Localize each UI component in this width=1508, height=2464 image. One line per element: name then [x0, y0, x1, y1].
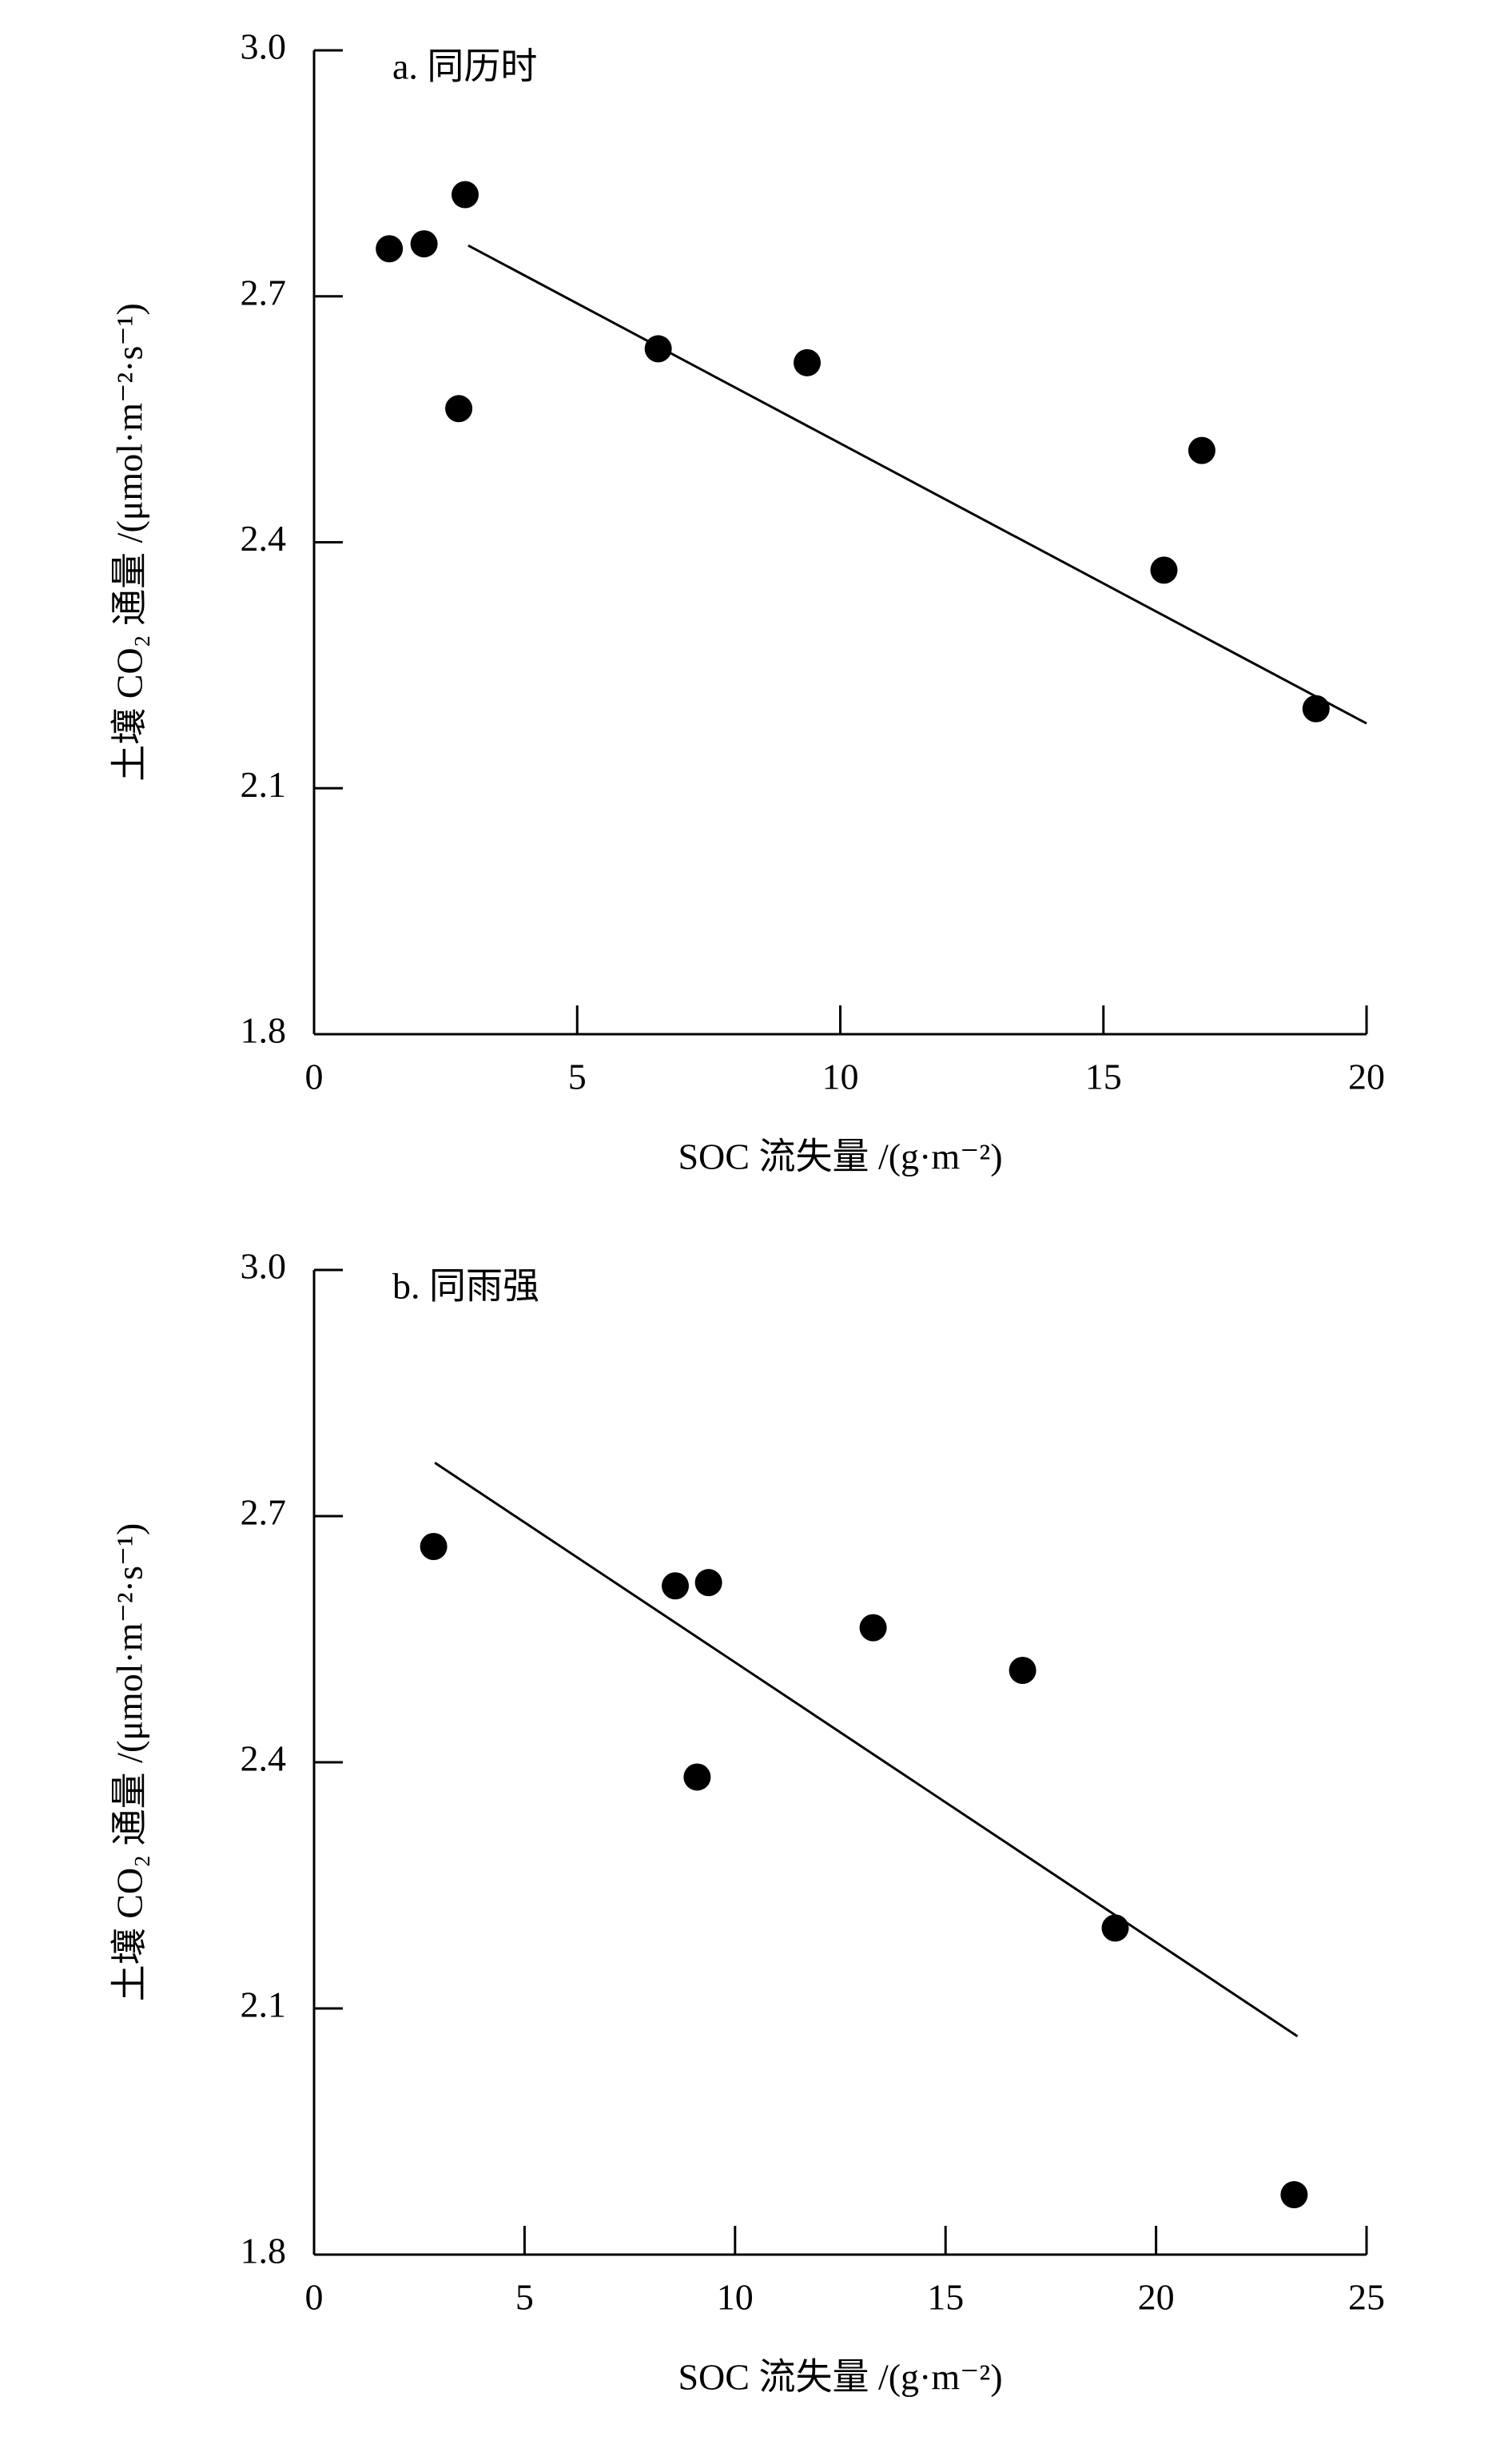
data-point — [420, 1532, 448, 1560]
trend-line — [468, 244, 1367, 725]
data-point — [644, 335, 672, 363]
x-tick-label: 15 — [1085, 1057, 1122, 1097]
x-tick-label: 20 — [1138, 2277, 1175, 2318]
y-tick-label: 2.1 — [241, 764, 287, 805]
x-tick-label: 10 — [717, 2277, 754, 2318]
y-axis-label: 土壤 CO₂ 通量 /(μmol·m⁻²·s⁻¹) — [109, 1523, 150, 2002]
chart-title: b. 同雨强 — [392, 1266, 539, 1307]
y-tick-label: 2.7 — [241, 1492, 287, 1533]
trend-line — [434, 1462, 1299, 2038]
y-tick-label: 2.1 — [241, 1984, 287, 2025]
data-point — [1150, 556, 1178, 584]
x-tick-label: 25 — [1348, 2277, 1385, 2318]
x-tick-label: 5 — [568, 1057, 587, 1097]
data-point — [694, 1569, 722, 1597]
data-point — [1280, 2181, 1308, 2209]
data-point — [1009, 1657, 1037, 1685]
data-point — [1302, 695, 1330, 722]
y-tick-label: 1.8 — [241, 2231, 287, 2271]
data-point — [683, 1763, 711, 1791]
x-axis-label: SOC 流失量 /(g·m⁻²) — [678, 2357, 1002, 2398]
y-axis-label: 土壤 CO₂ 通量 /(μmol·m⁻²·s⁻¹) — [109, 303, 150, 782]
y-tick-label: 1.8 — [241, 1010, 287, 1051]
data-point — [794, 348, 822, 376]
x-tick-label: 15 — [927, 2277, 964, 2318]
y-tick-label: 2.4 — [241, 1738, 287, 1779]
y-tick-label: 2.4 — [241, 518, 287, 559]
y-tick-label: 3.0 — [241, 26, 287, 67]
y-tick-label: 2.7 — [241, 272, 287, 312]
data-point — [1101, 1914, 1129, 1942]
x-tick-label: 20 — [1348, 1057, 1385, 1097]
data-point — [410, 230, 438, 258]
chart-title: a. 同历时 — [392, 46, 537, 87]
data-point — [445, 395, 473, 423]
x-tick-label: 0 — [305, 1057, 324, 1097]
data-point — [451, 181, 479, 209]
x-axis-label: SOC 流失量 /(g·m⁻²) — [678, 1136, 1002, 1177]
x-tick-label: 5 — [515, 2277, 534, 2318]
x-tick-label: 0 — [305, 2277, 324, 2318]
y-tick-label: 3.0 — [241, 1246, 287, 1287]
data-point — [376, 235, 404, 263]
data-point — [1188, 436, 1216, 464]
data-point — [859, 1614, 887, 1642]
data-point — [661, 1572, 689, 1600]
x-tick-label: 10 — [822, 1057, 859, 1097]
